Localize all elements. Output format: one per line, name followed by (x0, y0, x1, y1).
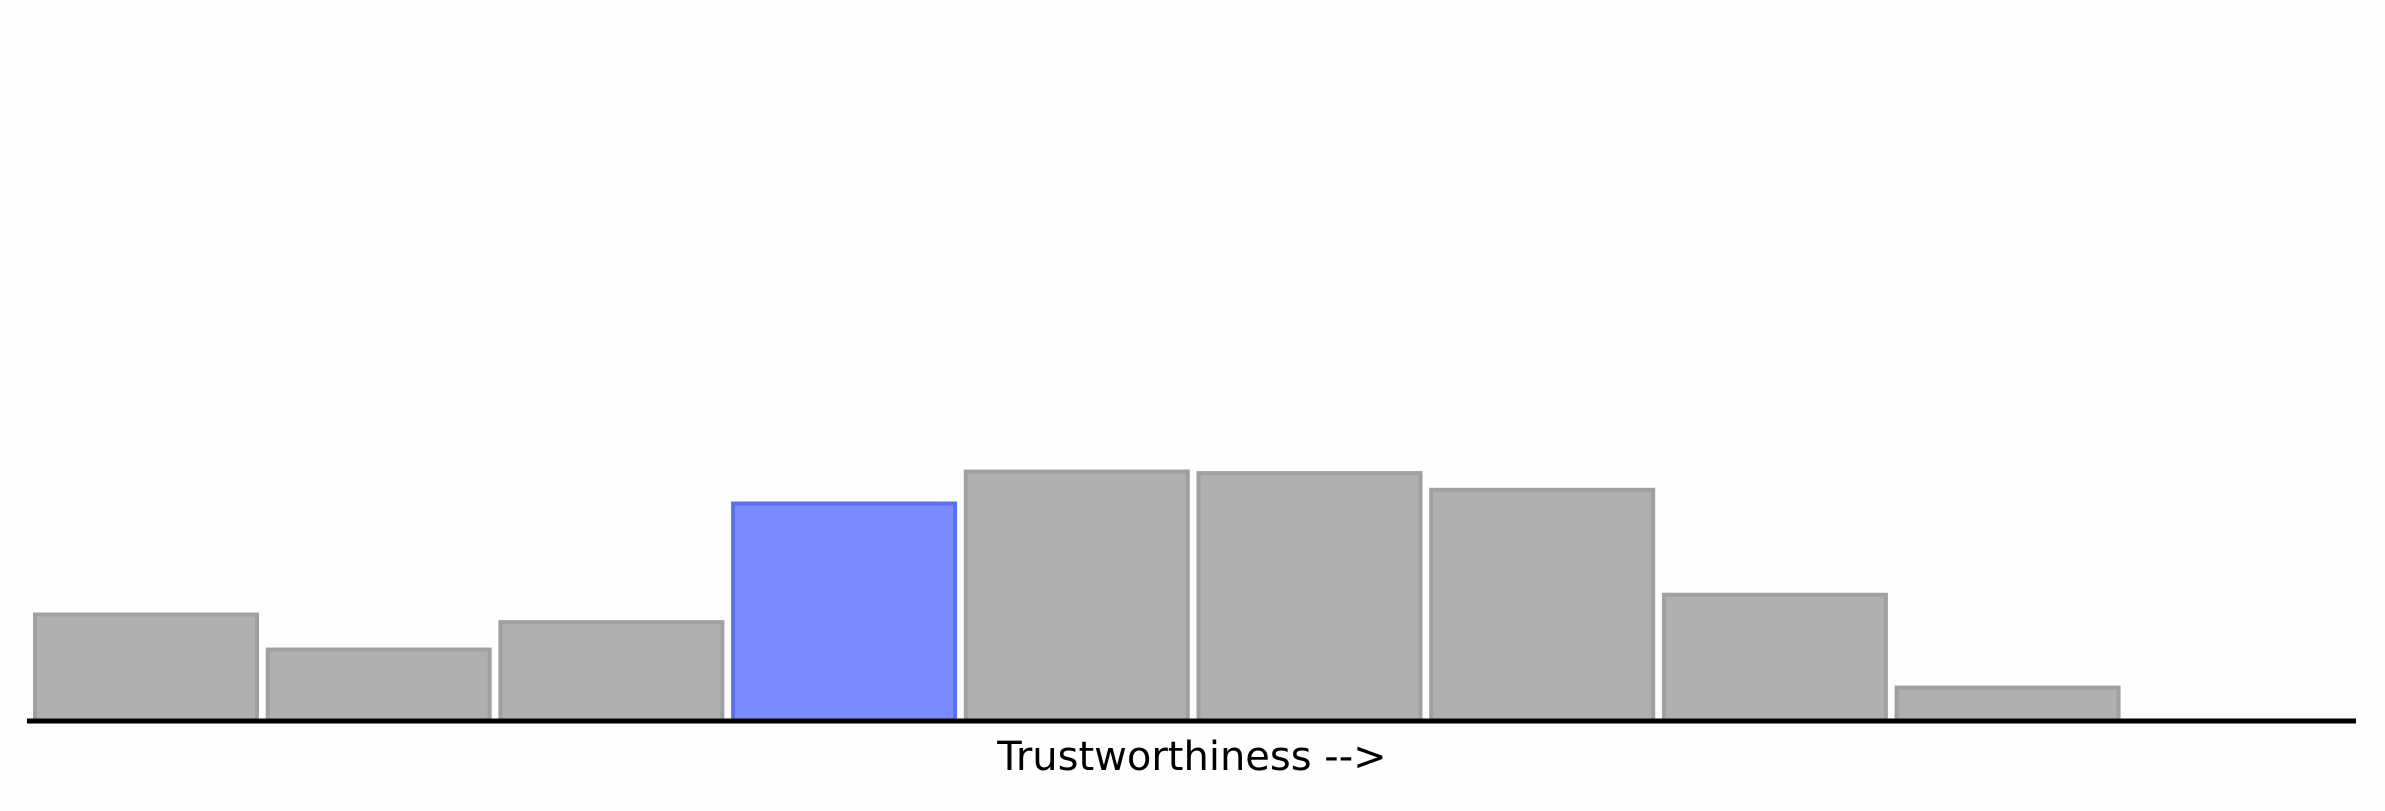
bar (1661, 592, 1888, 724)
bar (33, 612, 259, 723)
bar (731, 501, 958, 723)
bar (1894, 685, 2121, 724)
bar (963, 469, 1190, 723)
x-axis-label: Trustworthiness --> (996, 734, 1386, 780)
bar (265, 647, 492, 723)
bar (498, 620, 725, 723)
bar (1429, 487, 1656, 723)
bar (1196, 471, 1423, 723)
